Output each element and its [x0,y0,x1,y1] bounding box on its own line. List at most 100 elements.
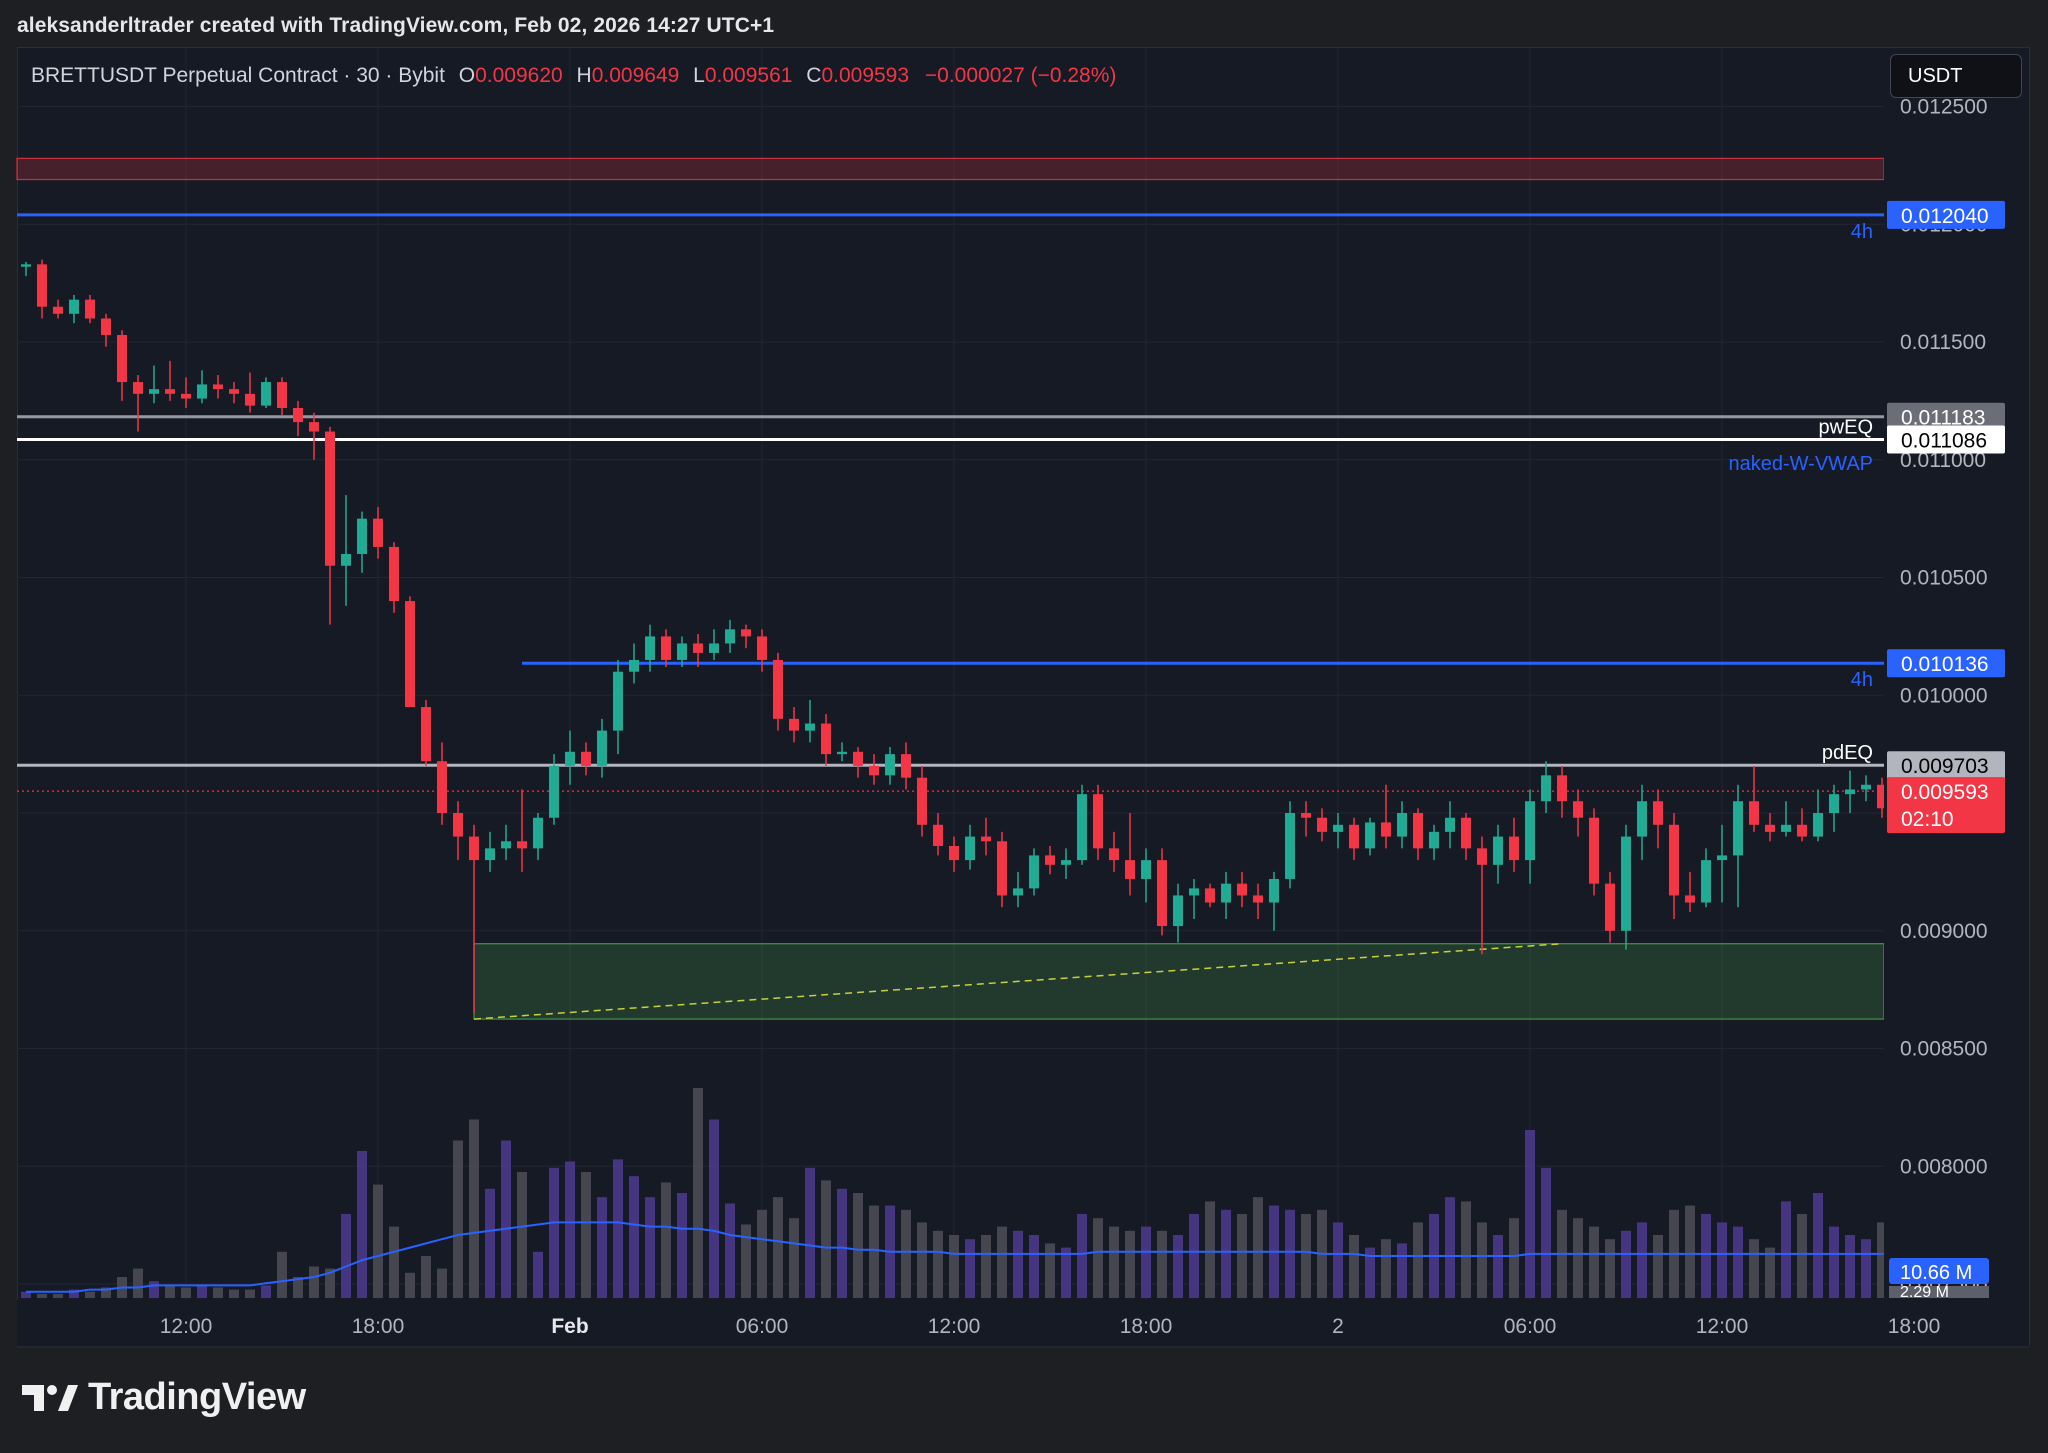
created-text: created with TradingView.com, Feb 02, 20… [199,14,775,37]
brand-name: TradingView [88,1376,306,1418]
volume-bar [101,1287,111,1298]
price-label-box [1887,649,2005,678]
candle-body [1349,824,1359,849]
volume-bar [1077,1214,1087,1298]
candle-body [1765,824,1775,832]
candle-body [549,765,559,818]
volume-bar [1301,1214,1311,1298]
volume-label-box [1889,1258,1989,1284]
price-tick-label: 0.011000 [1900,449,1986,472]
time-tick-label: 12:00 [1696,1315,1749,1338]
candle-body [677,643,687,660]
open-label: O [458,64,476,87]
candle-body [1381,822,1391,837]
candle-body [1413,813,1423,849]
volume-bar [1541,1167,1551,1298]
price-label-text: 0.012040 [1901,205,1989,228]
volume-bar [869,1205,879,1298]
volume-bar [1509,1218,1519,1298]
volume-bar [469,1119,479,1298]
candle-body [533,817,543,849]
symbol-title[interactable]: BRETTUSDT Perpetual Contract · 30 · Bybi… [31,64,445,87]
currency-button[interactable]: USDT [1890,54,2022,98]
candle-body [1445,817,1455,832]
candle-body [1669,824,1679,896]
volume-bar [1125,1230,1135,1298]
level-name-label: pdEQ [1822,742,1873,764]
volume-bar [1717,1222,1727,1298]
volume-bar [965,1239,975,1298]
volume-bar [1237,1214,1247,1298]
candle-body [1637,801,1647,837]
candle-body [1205,888,1215,903]
candle-body [1045,855,1055,865]
candle-body [757,636,767,660]
volume-bar [1829,1226,1839,1298]
candle-body [725,629,735,644]
candle-body [1493,836,1503,865]
price-label-box [1887,751,2005,780]
time-tick-label: 06:00 [1504,1315,1557,1338]
candle-body [421,707,431,762]
candle-body [1477,848,1487,865]
volume-bar [629,1176,639,1298]
time-tick-label: Feb [551,1315,588,1338]
candle-body [1429,831,1439,849]
candle-body [693,643,703,653]
candle-body [1317,817,1327,832]
last-price-box [1887,777,2005,834]
candle-body [1141,860,1151,879]
high-label: H [576,64,592,87]
support-zone [473,943,1885,1020]
volume-bar [325,1268,335,1298]
candle-body [437,761,447,814]
candle-body [1109,848,1119,861]
volume-bar [293,1277,303,1298]
price-tick-label: 0.008500 [1900,1038,1988,1061]
time-tick-label: 12:00 [160,1315,213,1338]
volume-bar [1141,1226,1151,1298]
candle-body [341,553,351,566]
time-tick-label: 18:00 [1120,1315,1173,1338]
volume-bar [37,1293,47,1298]
volume-bar [741,1224,751,1298]
candle-body [1781,824,1791,832]
high-value: 0.009649 [591,64,680,87]
candle-body [1813,813,1823,837]
price-label-box [1887,425,2005,454]
candle-body [469,836,479,861]
candle-body [1541,775,1551,802]
volume-bar [197,1285,207,1298]
candle-body [1237,883,1247,896]
volume-bar [1221,1209,1231,1298]
volume-bar [693,1088,703,1298]
candle-body [661,636,671,660]
candle-body [1221,883,1231,903]
level-name-label: 4h [1851,669,1873,691]
price-label-text: 0.009703 [1901,755,1989,778]
candle-body [165,389,175,394]
candle-body [1749,801,1759,825]
volume-bar [133,1268,143,1298]
time-axis-bg [17,1300,2029,1346]
volume-bar [485,1188,495,1298]
candle-body [1861,784,1871,790]
volume-bar [853,1193,863,1298]
candle-body [1157,860,1167,927]
candle-body [277,382,287,408]
volume-bar [1733,1226,1743,1298]
candle-body [613,671,623,731]
candle-body [357,518,367,554]
time-tick-label: 18:00 [352,1315,405,1338]
level-name-label: pwEQ [1819,417,1873,439]
volume-bar [1413,1222,1423,1298]
volume-bar [1381,1239,1391,1298]
candle-body [981,836,991,842]
volume-bar [1397,1243,1407,1298]
candle-body [1365,822,1375,849]
volume-bar [1365,1247,1375,1298]
price-tick-label: 0.010000 [1900,684,1988,707]
candle-body [309,422,319,432]
price-label-box [1887,402,2005,431]
